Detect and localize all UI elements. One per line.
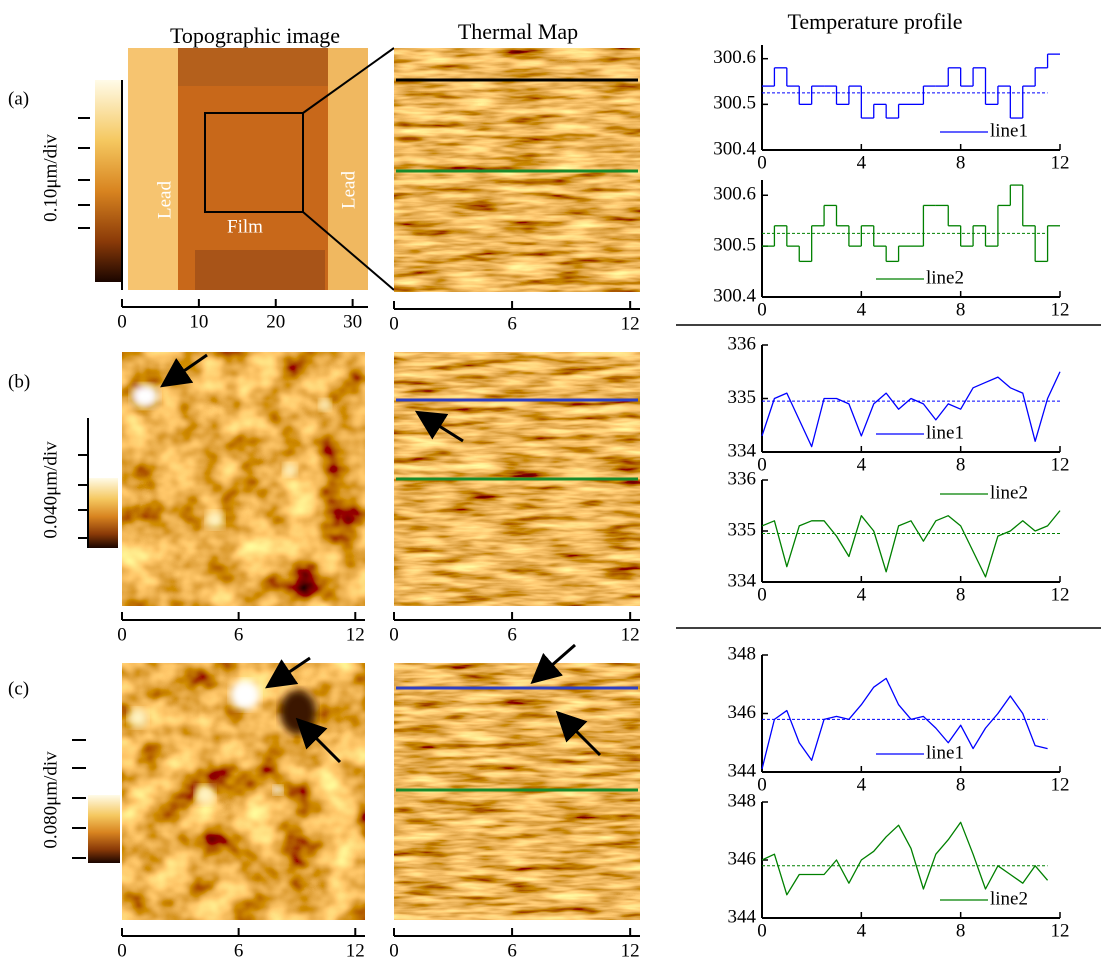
x-tick-label: 0 — [389, 940, 399, 961]
x-tick-label: 6 — [234, 624, 244, 645]
thermal-image-c — [394, 643, 640, 920]
legend-label: line1 — [926, 422, 964, 443]
x-tick-label: 0 — [757, 152, 767, 173]
topo-image-a — [128, 47, 395, 291]
topo-image-c — [122, 656, 365, 920]
thermal-image-b — [394, 352, 640, 606]
y-tick-label: 335 — [728, 387, 757, 408]
x-tick-label: 4 — [857, 299, 867, 320]
x-tick-label: 8 — [956, 920, 966, 941]
x-tick-label: 0 — [757, 920, 767, 941]
y-tick-label: 300.5 — [713, 93, 756, 114]
x-tick-label: 12 — [621, 313, 640, 334]
thermal-image-a — [394, 48, 640, 292]
x-tick-label: 4 — [857, 152, 867, 173]
scale-label: 0.080μm/div — [40, 751, 61, 849]
annotation: Lead — [338, 171, 359, 209]
x-tick-label: 12 — [346, 940, 365, 961]
x-tick-label: 12 — [621, 940, 640, 961]
y-tick-label: 335 — [728, 519, 757, 540]
x-tick-label: 0 — [389, 313, 399, 334]
x-tick-label: 0 — [389, 624, 399, 645]
colorbars — [72, 80, 123, 863]
x-tick-label: 30 — [343, 311, 362, 332]
y-tick-label: 300.4 — [713, 138, 756, 159]
y-tick-label: 334 — [728, 570, 757, 591]
data-line — [761, 510, 1061, 578]
scale-label: 0.040μm/div — [40, 441, 61, 539]
column-title: Topographic image — [170, 23, 340, 48]
legend-label: line2 — [926, 267, 964, 288]
panel-label: (a) — [8, 88, 29, 109]
x-tick-label: 8 — [956, 454, 966, 475]
y-tick-label: 346 — [728, 848, 757, 869]
x-tick-label: 12 — [1051, 920, 1070, 941]
topo-image-b — [122, 352, 365, 606]
x-tick-label: 8 — [956, 584, 966, 605]
y-tick-label: 334 — [728, 440, 757, 461]
x-tick-label: 4 — [857, 584, 867, 605]
x-tick-label: 8 — [956, 299, 966, 320]
y-tick-label: 348 — [728, 643, 757, 664]
x-tick-label: 0 — [117, 940, 127, 961]
x-tick-label: 6 — [234, 940, 244, 961]
x-tick-label: 6 — [507, 624, 517, 645]
x-tick-label: 0 — [117, 311, 127, 332]
y-tick-label: 336 — [728, 468, 757, 489]
x-tick-label: 6 — [507, 940, 517, 961]
column-title: Thermal Map — [458, 19, 578, 44]
y-tick-label: 300.4 — [713, 285, 756, 306]
legend-label: line2 — [990, 888, 1028, 909]
y-tick-label: 300.5 — [713, 234, 756, 255]
x-tick-label: 12 — [346, 624, 365, 645]
x-tick-label: 4 — [857, 774, 867, 795]
y-tick-label: 300.6 — [713, 47, 756, 68]
legend-label: line2 — [990, 482, 1028, 503]
x-tick-label: 12 — [1051, 152, 1070, 173]
x-tick-label: 8 — [956, 152, 966, 173]
x-tick-label: 12 — [1051, 774, 1070, 795]
x-tick-label: 20 — [266, 311, 285, 332]
x-tick-label: 6 — [507, 313, 517, 334]
panel-label: (c) — [8, 678, 29, 699]
x-tick-label: 4 — [857, 920, 867, 941]
x-tick-label: 0 — [117, 624, 127, 645]
data-line — [761, 677, 1048, 770]
x-tick-label: 0 — [757, 584, 767, 605]
x-tick-label: 12 — [1051, 454, 1070, 475]
x-tick-label: 10 — [189, 311, 208, 332]
y-tick-label: 344 — [728, 760, 757, 781]
scale-label: 0.10μm/div — [40, 134, 61, 222]
y-tick-label: 346 — [728, 702, 757, 723]
x-tick-label: 12 — [1051, 299, 1070, 320]
x-tick-label: 0 — [757, 774, 767, 795]
legend-label: line1 — [990, 120, 1028, 141]
y-tick-label: 344 — [728, 906, 757, 927]
data-line — [761, 821, 1049, 896]
x-tick-label: 4 — [857, 454, 867, 475]
x-tick-label: 12 — [621, 624, 640, 645]
column-title: Temperature profile — [788, 9, 963, 34]
y-tick-label: 348 — [728, 790, 757, 811]
x-tick-label: 12 — [1051, 584, 1070, 605]
x-tick-label: 0 — [757, 454, 767, 475]
legend-label: line1 — [926, 742, 964, 763]
annotation: Lead — [154, 181, 175, 219]
data-line — [761, 371, 1061, 448]
annotation: Film — [227, 216, 263, 237]
panel-label: (b) — [8, 371, 30, 392]
y-tick-label: 336 — [728, 333, 757, 354]
x-tick-label: 0 — [757, 299, 767, 320]
y-tick-label: 300.6 — [713, 184, 756, 205]
x-tick-label: 8 — [956, 774, 966, 795]
